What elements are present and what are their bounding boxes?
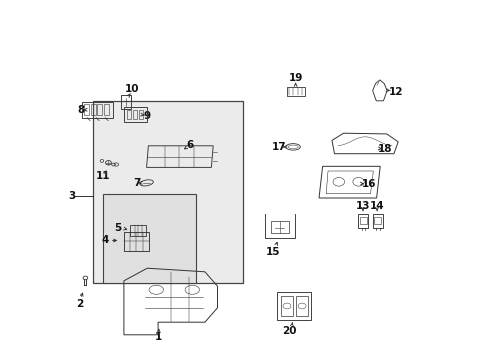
Bar	[121, 95, 131, 109]
Text: 2: 2	[76, 299, 83, 309]
Text: 4: 4	[101, 235, 108, 246]
Text: 20: 20	[282, 326, 296, 336]
Bar	[103, 194, 196, 283]
Text: 15: 15	[265, 247, 279, 257]
Bar	[281, 296, 292, 316]
Text: 18: 18	[377, 144, 391, 154]
Bar	[286, 87, 304, 96]
Bar	[359, 217, 366, 224]
Bar	[270, 221, 288, 233]
Bar	[124, 107, 147, 122]
Bar	[127, 110, 131, 119]
Text: 9: 9	[142, 111, 150, 121]
Bar	[92, 101, 242, 283]
Bar	[296, 296, 307, 316]
Bar	[372, 214, 382, 228]
Text: 5: 5	[114, 222, 121, 233]
Bar	[133, 110, 137, 119]
Bar	[123, 232, 149, 251]
Bar	[84, 104, 89, 115]
Bar	[103, 104, 108, 115]
Bar	[82, 102, 113, 118]
Text: 19: 19	[288, 73, 302, 84]
Bar	[358, 214, 367, 228]
Text: 7: 7	[133, 178, 140, 188]
Text: 1: 1	[155, 332, 162, 342]
Text: 14: 14	[369, 201, 384, 211]
Text: 10: 10	[124, 84, 139, 94]
Text: 6: 6	[186, 140, 193, 150]
Text: 17: 17	[271, 142, 286, 152]
Text: 8: 8	[77, 105, 84, 115]
Text: 16: 16	[361, 179, 375, 189]
Bar	[97, 104, 102, 115]
Bar	[91, 104, 96, 115]
Bar	[276, 292, 311, 320]
Text: 12: 12	[387, 87, 402, 97]
Text: 13: 13	[355, 201, 369, 211]
Bar	[130, 225, 146, 236]
Text: 3: 3	[69, 191, 76, 201]
Bar	[139, 110, 142, 119]
Bar	[374, 217, 380, 224]
Text: 11: 11	[96, 171, 110, 181]
